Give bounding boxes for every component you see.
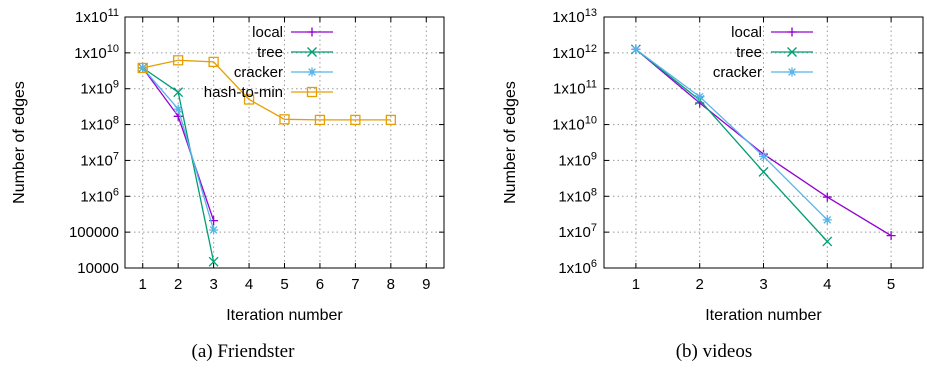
x-tick-label: 3 [759,276,767,293]
x-tick-label: 5 [887,276,895,293]
data-point-tree [822,236,833,247]
y-tick-label: 1x109 [80,79,119,98]
plot-frame [603,16,924,269]
legend-marker-tree [307,47,317,57]
y-tick-label: 1x109 [558,150,597,169]
data-point-hash-to-min [350,114,361,126]
y-tick-label: 1x108 [558,186,597,205]
x-tick-label: 2 [174,276,182,293]
data-point-hash-to-min [314,114,326,126]
x-axis-label: Iteration number [226,307,343,324]
legend-label-local: local [252,24,283,41]
data-point-local [886,231,896,241]
chart-videos: 1 2 3 4 5 1x106 1x107 1x108 1x109 1x1010 1x1011 1x1… [502,7,924,362]
legend-label-local: local [731,24,762,41]
y-axis-label: Number of edges [11,81,28,204]
x-tick-label: 2 [696,276,704,293]
series-line-cracker [635,48,828,221]
legend-marker-cracker [307,67,317,77]
data-point-hash-to-min [385,114,396,126]
legend-marker-cracker [787,67,797,77]
legend-label-hash-to-min: hash-to-min [204,84,283,101]
x-tick-label: 1 [632,276,640,293]
y-tick-label: 1x1010 [552,115,597,134]
data-point-hash-to-min [208,56,219,68]
data-point-hash-to-min [173,55,184,66]
y-tick-label: 1x106 [80,186,119,205]
plot-frame [124,16,445,269]
data-point-local [822,192,832,202]
series-line-tree [635,48,828,242]
data-point-cracker [759,151,768,161]
y-tick-label: 1x106 [558,258,597,277]
chart-caption: (a) Friendster [192,341,296,362]
y-tick-label: 1x107 [558,222,597,241]
data-point-cracker [173,104,183,114]
data-point-tree [208,256,219,267]
data-point-hash-to-min [279,114,290,125]
legend-marker-tree [787,47,797,57]
legend-marker-local [307,27,317,37]
data-point-cracker [822,215,832,225]
x-tick-label: 1 [139,276,147,293]
legend-label-tree: tree [257,44,283,61]
chart-friendster: 1 2 3 4 5 6 7 8 9 10000 100000 1x106 1x107 1x108 1x109… [11,7,445,362]
x-tick-label: 5 [280,276,288,293]
x-axis-label: Iteration number [705,307,822,324]
y-tick-label: 1x1011 [553,79,597,98]
x-tick-label: 6 [316,276,324,293]
y-tick-label: 1x1011 [75,7,119,26]
data-point-hash-to-min [137,62,148,74]
x-tick-label: 7 [351,276,359,293]
y-tick-label: 1x107 [80,150,119,169]
x-tick-label: 4 [823,276,831,293]
series-line-hash-to-min [142,59,391,121]
legend-label-tree: tree [736,44,762,61]
legend-label-cracker: cracker [234,64,283,81]
y-tick-label: 1x1012 [552,43,597,62]
data-point-tree [758,166,769,177]
legend-marker-hash-to-min [306,86,318,98]
y-tick-label: 1x1013 [552,7,597,26]
legend-label-cracker: cracker [713,64,762,81]
y-tick-label: 100000 [69,224,119,241]
data-point-hash-to-min [243,94,255,105]
x-tick-label: 4 [245,276,253,293]
data-point-cracker [695,92,705,102]
data-point-tree [173,87,184,98]
chart-caption: (b) videos [676,341,753,362]
x-tick-label: 9 [422,276,430,293]
data-point-cracker [631,44,641,54]
y-tick-label: 10000 [77,260,119,277]
y-axis-label: Number of edges [502,81,519,204]
x-tick-label: 3 [209,276,217,293]
y-tick-label: 1x108 [80,115,119,134]
x-tick-label: 8 [387,276,395,293]
y-tick-label: 1x1010 [74,43,119,62]
data-point-cracker [209,225,219,235]
legend-marker-local [787,27,797,37]
